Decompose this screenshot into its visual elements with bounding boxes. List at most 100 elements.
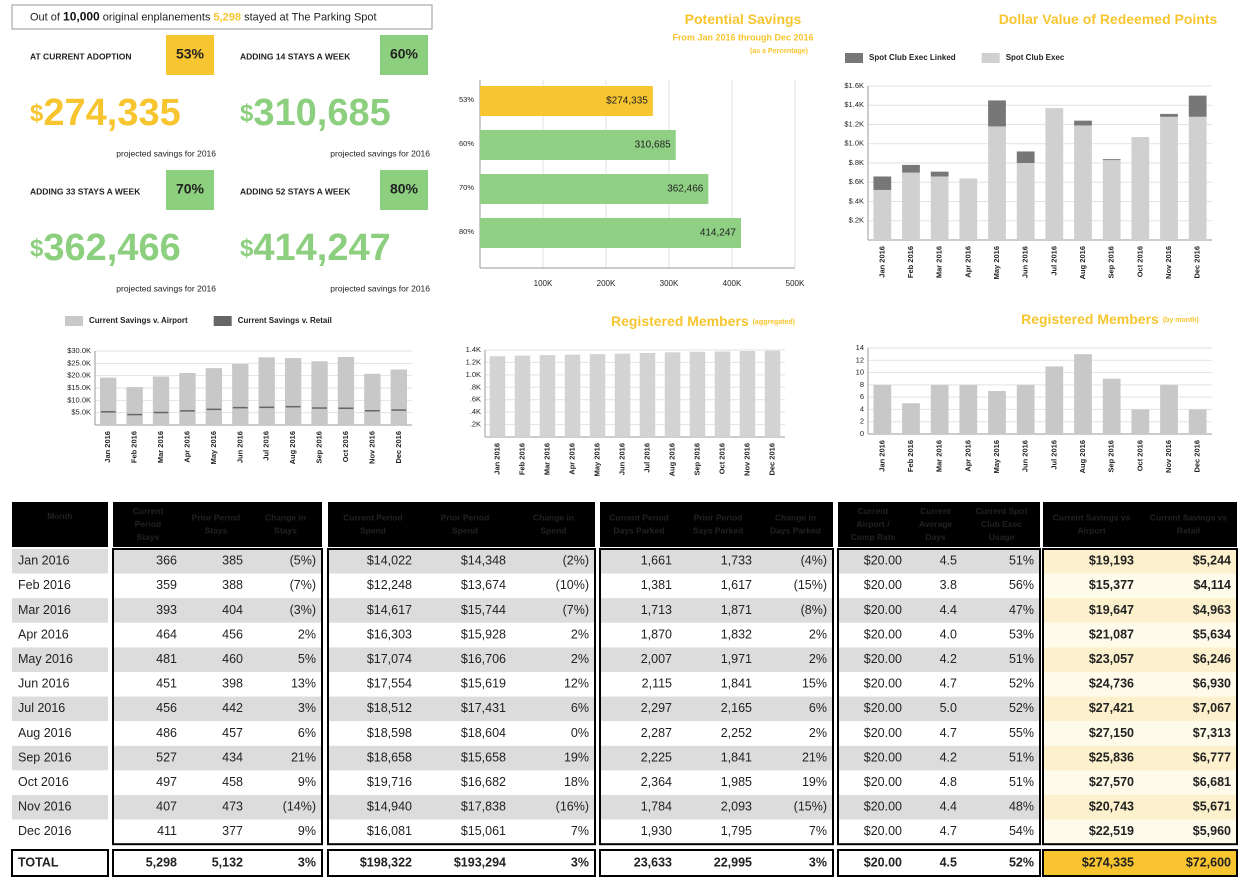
table-cell: $20.00 (864, 652, 902, 666)
table-row-bg (113, 721, 322, 746)
kpi-note: projected savings for 2016 (330, 148, 430, 158)
table-row-bg (600, 622, 833, 648)
bar-segment (930, 171, 949, 177)
bar-segment (1160, 116, 1178, 240)
table-cell: 1,930 (641, 824, 672, 838)
table-cell: 1,617 (721, 578, 752, 592)
y-tick-label: $1.6K (844, 81, 864, 90)
table-cell: 2% (571, 627, 589, 641)
bar-segment (1074, 125, 1092, 240)
value-label: 310,685 (635, 140, 672, 151)
x-tick-label: May 2016 (209, 431, 218, 464)
bar-segment (988, 126, 1006, 240)
table-cell: $24,736 (1089, 677, 1134, 691)
column-header: Current (920, 506, 951, 516)
kpi-currency: $ (30, 235, 44, 262)
kpi-value: 310,685 (253, 92, 390, 134)
table-cell: $17,554 (367, 677, 412, 691)
legend-swatch (981, 53, 1000, 63)
total-cell: 4.5 (940, 855, 957, 869)
table-row-bg (113, 549, 322, 574)
bar-segment (902, 172, 920, 240)
table-cell: $25,836 (1089, 750, 1134, 764)
table-cell: $5,244 (1193, 554, 1231, 568)
column-header: Period (135, 519, 161, 529)
table-cell: $15,744 (461, 603, 506, 617)
table-cell: Nov 2016 (18, 800, 72, 814)
table-cell: Oct 2016 (18, 775, 69, 789)
column-header: Airport / (856, 519, 890, 529)
table-cell: 52% (1009, 701, 1034, 715)
table-cell: $16,682 (461, 775, 506, 789)
chart-title: Registered Members (by month) (1021, 311, 1199, 327)
header-total: 10,000 (63, 10, 100, 24)
table-cell: Feb 2016 (18, 578, 71, 592)
column-header: Spend (452, 525, 478, 535)
table-group-border (1042, 548, 1238, 846)
table-cell: 456 (222, 627, 243, 641)
table-header-bg (328, 502, 595, 547)
table-header-bg (600, 502, 833, 547)
table-cell: 457 (222, 726, 243, 740)
y-tick-label: $.4K (849, 196, 864, 205)
table-cell: 451 (156, 677, 177, 691)
column-header: Spend (360, 525, 386, 535)
table-row-bg (328, 745, 595, 771)
y-tick-label: $5.0K (71, 408, 91, 417)
kpi-value: 414,247 (253, 227, 390, 269)
table-cell: $4,963 (1193, 603, 1231, 617)
table-row-bg (838, 598, 1040, 623)
bar (664, 352, 681, 437)
bar (126, 387, 143, 425)
table-cell: Aug 2016 (18, 726, 72, 740)
table-cell: 2,297 (641, 701, 672, 715)
table-group-border (599, 548, 834, 846)
table-row-bg (1043, 696, 1237, 722)
kpi-note: projected savings for 2016 (330, 283, 430, 293)
table-cell: (7%) (290, 578, 316, 592)
table-row-bg (113, 598, 322, 623)
table-cell: 21% (802, 750, 827, 764)
y-tick-label: 2 (860, 417, 864, 426)
table-cell: 2,225 (641, 750, 672, 764)
total-box (327, 849, 596, 877)
y-tick-label: $10.0K (67, 395, 91, 404)
table-cell: 4.2 (940, 750, 957, 764)
x-tick-label: Feb 2016 (130, 431, 139, 463)
x-tick-label: Dec 2016 (1193, 246, 1202, 279)
bar (480, 174, 709, 204)
bar (100, 411, 116, 413)
table-cell: 56% (1009, 578, 1034, 592)
table-cell: $20.00 (864, 554, 902, 568)
table-cell: 1,871 (721, 603, 752, 617)
table-cell: $20.00 (864, 701, 902, 715)
table-cell: 1,661 (641, 554, 672, 568)
table-row-bg (113, 745, 322, 771)
bar (589, 354, 606, 437)
y-tick-label: 10 (856, 368, 864, 377)
chart-subtitle: From Jan 2016 through Dec 2016 (672, 32, 813, 42)
table-row-bg (1043, 598, 1237, 623)
bar (1102, 378, 1121, 434)
legend-swatch (213, 316, 232, 326)
legend-label: Current Savings v. Airport (89, 316, 188, 325)
header-prefix: Out of (30, 11, 61, 23)
x-tick-label: Dec 2016 (767, 443, 776, 476)
table-cell: 51% (1009, 775, 1034, 789)
x-tick-label: Aug 2016 (1078, 440, 1087, 473)
bar-segment (1188, 116, 1207, 240)
table-cell: $19,647 (1089, 603, 1134, 617)
bar (514, 355, 531, 437)
table-row-bg (113, 696, 322, 722)
bar (873, 384, 892, 434)
x-tick-label: Mar 2016 (935, 246, 944, 278)
bar-segment (1016, 151, 1035, 163)
header-text: Out of 10,000 original enplanements 5,29… (30, 10, 377, 24)
table-row-bg (838, 745, 1040, 771)
x-tick-label: Apr 2016 (963, 440, 972, 472)
x-tick-label: Feb 2016 (906, 246, 915, 278)
bar (206, 408, 222, 411)
kpi-amount: $274,335 (30, 92, 181, 134)
kpi-value: 362,466 (43, 227, 180, 269)
table-row-bg (328, 770, 595, 795)
